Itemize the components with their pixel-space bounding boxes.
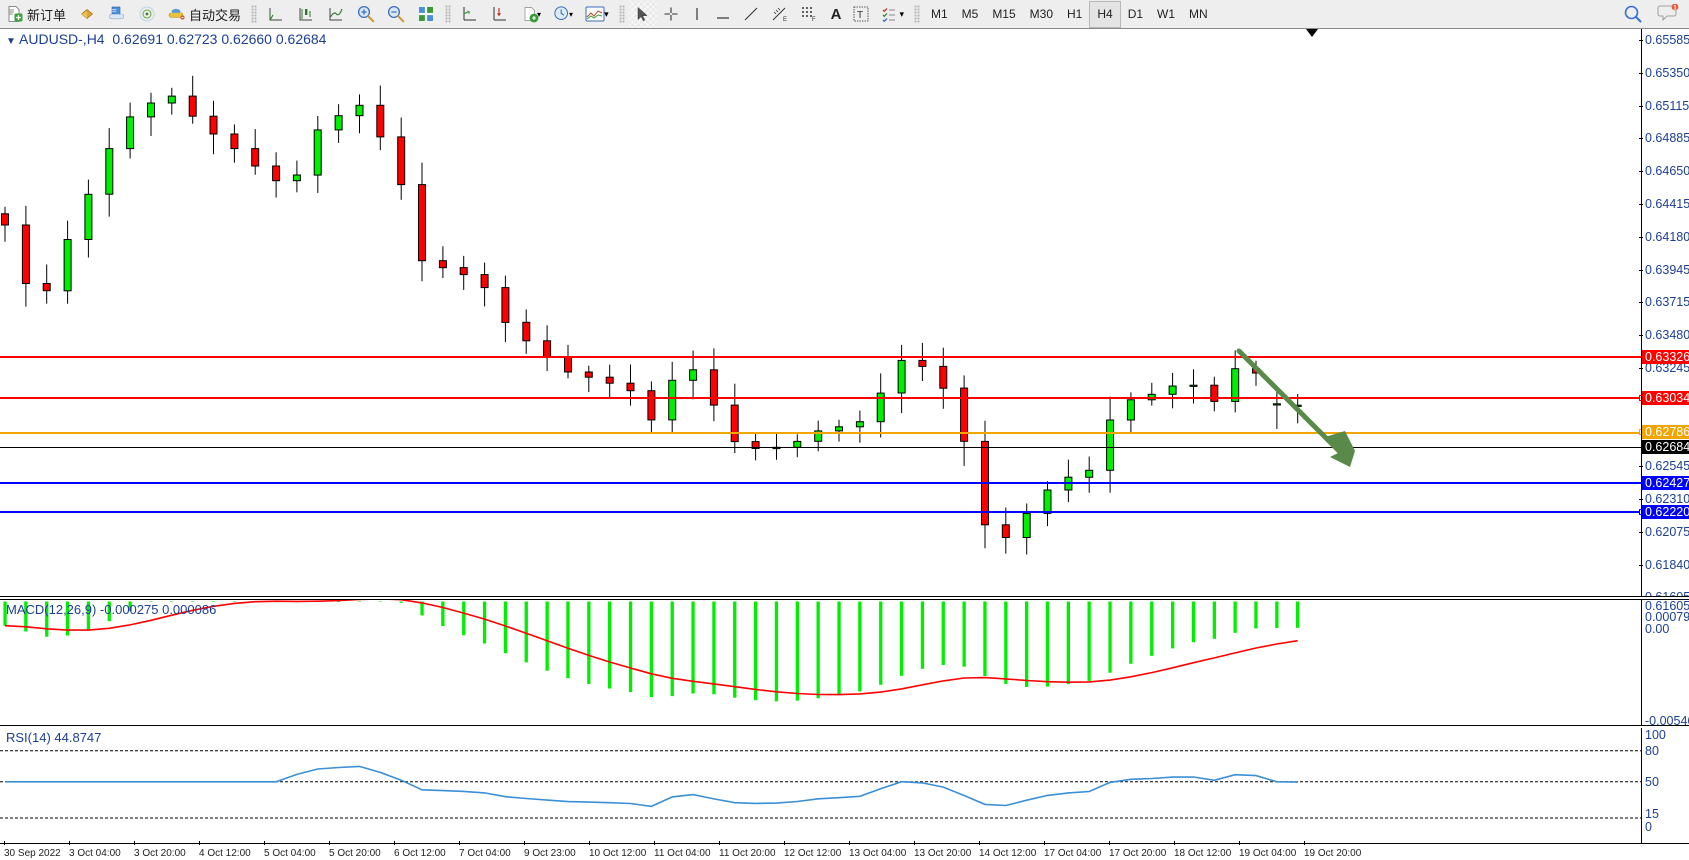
svg-text:T: T: [857, 10, 863, 21]
svg-text:F: F: [812, 17, 816, 22]
svg-text:E: E: [783, 17, 787, 22]
